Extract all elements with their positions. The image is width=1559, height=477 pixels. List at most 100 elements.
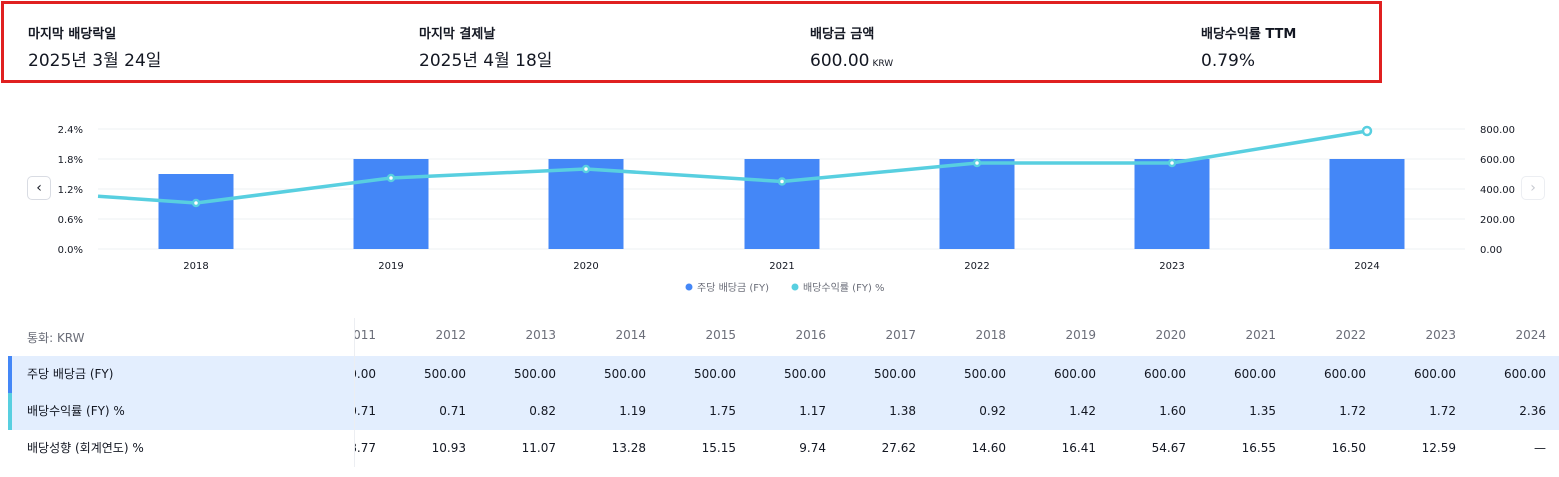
year-header-cells[interactable]: 2011 2012 2013 2014 2015 2016 2017 2018 2019 2020… (354, 318, 1559, 356)
row-label: 배당성향 (회계연도) % (27, 441, 144, 455)
stat-unit: KRW (872, 59, 894, 69)
table-cell: 9.74 (799, 441, 826, 455)
table-cell: 13.28 (611, 441, 646, 455)
table-cell: 1.35 (1249, 404, 1276, 418)
table-cell: 16.55 (1241, 441, 1276, 455)
table-cell: — (1534, 441, 1546, 455)
legend-label: 주당 배당금 (FY) (697, 282, 769, 294)
x-axis-tick: 2019 (378, 261, 403, 272)
table-cell: 600.00 (1324, 367, 1366, 381)
stat-value-text: 2025년 3월 24일 (28, 51, 162, 71)
table-cell: 500.00 (514, 367, 556, 381)
table-cell: 54.67 (1151, 441, 1186, 455)
table-cell: 500.00 (874, 367, 916, 381)
bar-2023 (1134, 159, 1210, 249)
year-header: 2023 (1425, 328, 1456, 342)
x-axis-tick: 2022 (964, 261, 989, 272)
row-cells: 8.77 10.93 11.07 13.28 15.15 9.74 27.62 14.60 16… (354, 430, 1559, 467)
stat-label: 마지막 결제날 (419, 27, 496, 42)
bar-2020 (548, 159, 624, 249)
table-cell: 14.60 (971, 441, 1006, 455)
legend-marker (791, 283, 799, 291)
yield-point-2024 (1361, 125, 1373, 137)
year-header: 2022 (1335, 328, 1366, 342)
table-cell: 1.17 (799, 404, 826, 418)
row-accent-bar (8, 356, 12, 393)
dividend-table: 통화: KRW 2011 2012 2013 2014 2015 2016 2017 2018… (8, 318, 1559, 467)
table-cell: 11.07 (521, 441, 556, 455)
bar-2022 (939, 159, 1015, 249)
legend-label: 배당수익률 (FY) % (803, 282, 885, 294)
row-label: 주당 배당금 (FY) (27, 367, 114, 381)
row-cells: 0.71 0.71 0.82 1.19 1.75 1.17 1.38 0.92 1.42 1.60… (354, 393, 1559, 430)
table-cell: 500.00 (604, 367, 646, 381)
table-cell: 0.71 (439, 404, 466, 418)
table-cell: 500.00 (354, 367, 376, 381)
currency-label: 통화: KRW (27, 331, 85, 345)
year-header: 2014 (615, 328, 646, 342)
yield-point-2021 (777, 177, 787, 186)
stat-value-text: 600.00 (810, 51, 870, 71)
table-cell: 10.93 (431, 441, 466, 455)
year-header: 2020 (1155, 328, 1186, 342)
yield-point-2022 (972, 158, 982, 168)
yield-point-2019 (386, 173, 396, 183)
x-axis-tick: 2020 (573, 261, 598, 272)
year-header: 2012 (435, 328, 466, 342)
table-cell: 0.71 (354, 404, 376, 418)
year-header: 2013 (525, 328, 556, 342)
table-cell: 15.15 (701, 441, 736, 455)
x-axis-tick: 2023 (1159, 261, 1184, 272)
table-cell: 600.00 (1144, 367, 1186, 381)
chart-next-button[interactable]: › (1521, 176, 1545, 200)
bar-2021 (744, 159, 820, 249)
yield-point-2023 (1167, 158, 1177, 168)
row-label: 배당수익률 (FY) % (27, 404, 125, 418)
column-divider (354, 430, 355, 467)
stat-value: 2025년 4월 18일 (419, 50, 552, 72)
table-cell: 2.36 (1519, 404, 1546, 418)
left-axis-tick: 0.6% (58, 215, 83, 226)
chevron-right-icon: › (1530, 180, 1536, 196)
stat-dividend-amount: 배당금 금액 600.00 KRW (810, 26, 893, 75)
chart-prev-button[interactable]: ‹ (27, 176, 51, 200)
table-cell: 600.00 (1414, 367, 1456, 381)
table-cell: 600.00 (1504, 367, 1546, 381)
x-axis-tick: 2024 (1354, 261, 1379, 272)
table-row[interactable]: 배당수익률 (FY) % 0.71 0.71 0.82 1.19 1.75 1.17 1.38… (8, 393, 1559, 430)
x-axis-tick: 2021 (769, 261, 794, 272)
table-cell: 16.41 (1061, 441, 1096, 455)
stat-last-payment-date: 마지막 결제날 2025년 4월 18일 (419, 26, 552, 72)
yield-point-2020 (581, 164, 591, 174)
year-header: 2018 (975, 328, 1006, 342)
stat-dividend-yield-ttm: 배당수익률 TTM 0.79% (1201, 26, 1296, 72)
yield-point-2018 (191, 198, 201, 208)
stat-label: 마지막 배당락일 (28, 27, 117, 42)
table-cell: 600.00 (1054, 367, 1096, 381)
stat-value: 2025년 3월 24일 (28, 50, 161, 72)
yield-line (97, 129, 1368, 205)
chevron-left-icon: ‹ (36, 180, 42, 196)
stat-last-ex-dividend-date: 마지막 배당락일 2025년 3월 24일 (28, 26, 161, 72)
column-divider (354, 318, 355, 356)
table-row[interactable]: 주당 배당금 (FY) 500.00 500.00 500.00 500.00 500.0… (8, 356, 1559, 393)
table-cell: 12.59 (1421, 441, 1456, 455)
dividend-summary: 마지막 배당락일 2025년 3월 24일 마지막 결제날 2025년 4월 1… (1, 1, 1382, 83)
table-cell: 1.38 (889, 404, 916, 418)
dividend-chart: 0.0% 0.00 0.6% 200.00 1.2% 400.00 1.8% 600.00 2.… (58, 125, 1515, 294)
year-header: 2015 (705, 328, 736, 342)
column-divider (354, 393, 355, 430)
bar-2019 (353, 159, 429, 249)
stat-value-text: 0.79% (1201, 51, 1256, 71)
table-cell: 1.72 (1339, 404, 1366, 418)
column-divider (354, 356, 355, 393)
year-header: 2011 (354, 328, 376, 342)
left-axis-tick: 0.0% (58, 245, 83, 256)
table-cell: 500.00 (424, 367, 466, 381)
table-cell: 1.19 (619, 404, 646, 418)
table-cell: 500.00 (784, 367, 826, 381)
table-cell: 1.75 (709, 404, 736, 418)
table-row[interactable]: 배당성향 (회계연도) % 8.77 10.93 11.07 13.28 15.15 9.7… (8, 430, 1559, 467)
table-cell: 27.62 (881, 441, 916, 455)
left-axis-tick: 1.8% (58, 155, 83, 166)
